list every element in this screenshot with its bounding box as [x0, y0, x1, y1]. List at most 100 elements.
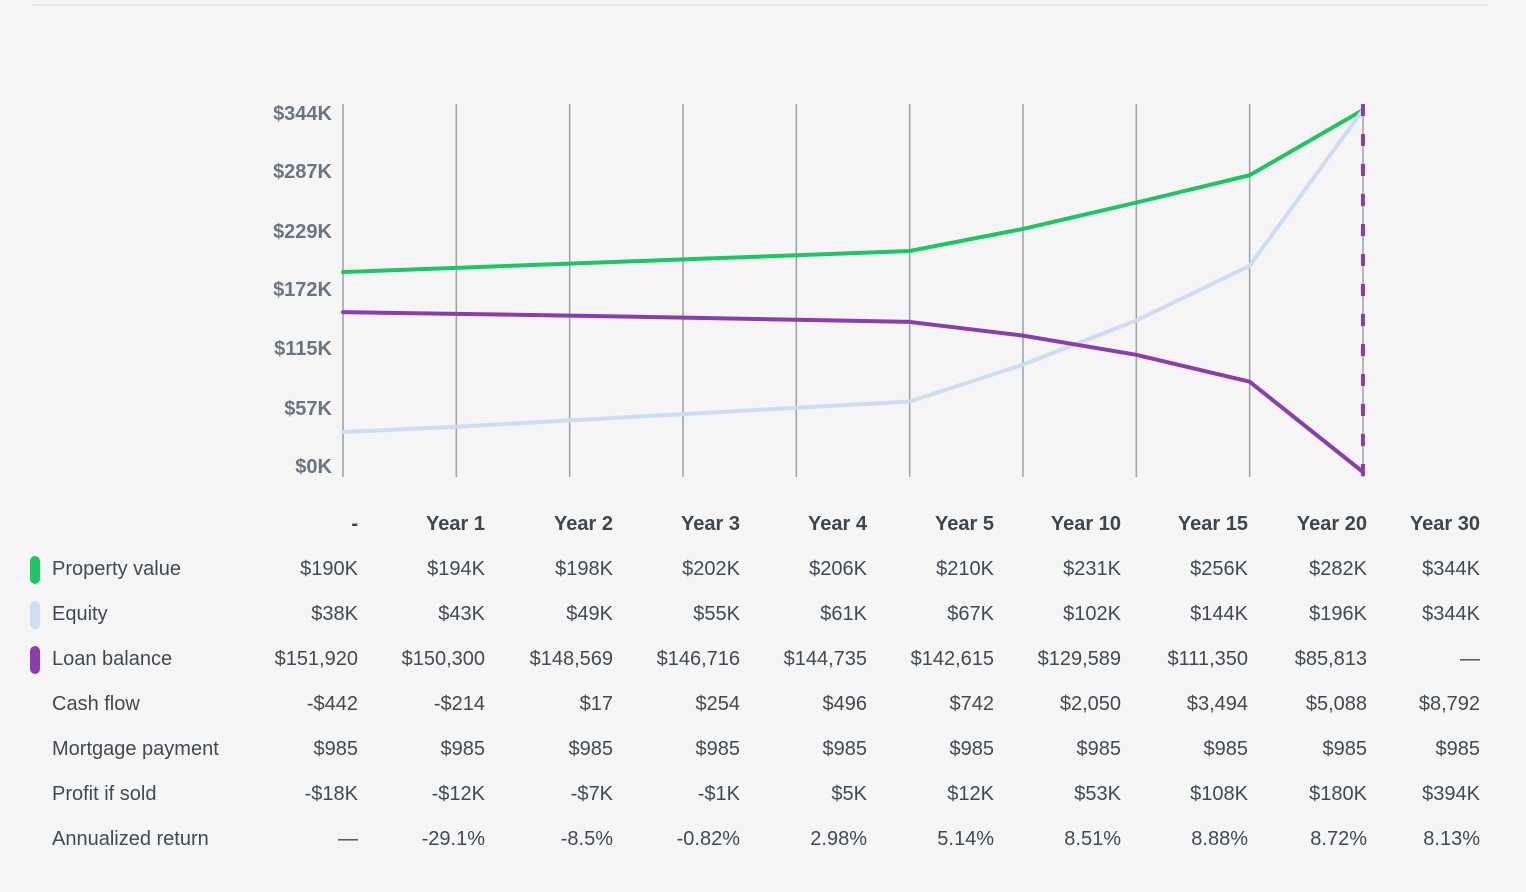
cell-profit-if-sold-year-30: $394K [1422, 783, 1480, 805]
cell-mortgage-payment-year-4: $985 [822, 738, 868, 760]
cell-property-value-year-3: $202K [682, 558, 740, 580]
top-divider [33, 4, 1488, 6]
cell-equity-year-30: $344K [1422, 603, 1480, 625]
cell-mortgage-payment-year-30: $985 [1435, 738, 1481, 760]
cell-loan-balance-year-3: $146,716 [656, 648, 740, 670]
row-label-text: Profit if sold [52, 783, 157, 805]
cell-property-value-year-15: $256K [1190, 558, 1248, 580]
column-header-start: - [351, 513, 358, 535]
legend-swatch-property-value [30, 555, 40, 584]
series-line-loan-balance [341, 310, 1365, 474]
cell-property-value-year-5: $210K [936, 558, 994, 580]
chart-canvas [341, 104, 1365, 477]
header-legend-spacer [28, 502, 230, 547]
legend-swatch-loan-balance [30, 645, 40, 674]
row-label-mortgage-payment: Mortgage payment [28, 727, 230, 772]
cell-cash-flow-year-1: -$214 [433, 693, 485, 715]
series-line-property-value [341, 108, 1365, 275]
cell-annualized-return-year-5: 5.14% [937, 828, 994, 850]
y-axis-tick-229k: $229K [273, 221, 332, 243]
column-header-year-20: Year 20 [1296, 513, 1367, 535]
cell-cash-flow--: -$442 [306, 693, 358, 715]
cell-equity-year-5: $67K [947, 603, 994, 625]
cell-mortgage-payment-year-2: $985 [568, 738, 614, 760]
cell-mortgage-payment--: $985 [313, 738, 359, 760]
row-label-text: Mortgage payment [52, 738, 219, 760]
y-axis-tick-344k: $344K [273, 102, 332, 125]
cell-equity-year-3: $55K [693, 603, 740, 625]
row-label-property-value: Property value [28, 547, 230, 592]
cell-profit-if-sold-year-3: -$1K [697, 783, 740, 805]
cell-annualized-return-year-15: 8.88% [1191, 828, 1248, 850]
equity-projection-chart: $344K $287K $229K $172K $115K $57K $0K [273, 102, 1365, 478]
cell-cash-flow-year-15: $3,494 [1186, 693, 1248, 715]
cell-equity-year-10: $102K [1063, 603, 1121, 625]
cell-profit-if-sold--: -$18K [304, 783, 358, 805]
cell-annualized-return-year-10: 8.51% [1064, 828, 1121, 850]
cell-mortgage-payment-year-1: $985 [440, 738, 486, 760]
cell-property-value-year-10: $231K [1063, 558, 1121, 580]
cell-cash-flow-year-30: $8,792 [1418, 693, 1480, 715]
cell-equity-year-1: $43K [438, 603, 485, 625]
cell-annualized-return--: — [338, 828, 358, 850]
cell-loan-balance-year-10: $129,589 [1037, 648, 1121, 670]
cell-cash-flow-year-5: $742 [949, 693, 995, 715]
column-header-year-4: Year 4 [808, 513, 867, 535]
cell-annualized-return-year-1: -29.1% [421, 828, 485, 850]
column-header-year-3: Year 3 [681, 513, 740, 535]
cell-equity-year-4: $61K [820, 603, 867, 625]
projection-table: - Year 1 Year 2 Year 3 Year 4 Year 5 Year 10 Ye… [28, 502, 1480, 862]
y-axis-tick-57k: $57K [284, 397, 332, 420]
cell-property-value--: $190K [300, 558, 358, 580]
cell-annualized-return-year-2: -8.5% [560, 828, 613, 850]
cell-mortgage-payment-year-10: $985 [1076, 738, 1122, 760]
legend-swatch-equity [30, 600, 40, 629]
cell-annualized-return-year-3: -0.82% [676, 828, 740, 850]
cell-annualized-return-year-20: 8.72% [1310, 828, 1367, 850]
row-label-loan-balance: Loan balance [28, 637, 230, 682]
y-axis-tick-115k: $115K [274, 337, 332, 360]
cell-profit-if-sold-year-1: -$12K [431, 783, 485, 805]
cell-loan-balance-year-1: $150,300 [401, 648, 485, 670]
cell-mortgage-payment-year-15: $985 [1203, 738, 1249, 760]
cell-profit-if-sold-year-4: $5K [831, 783, 867, 805]
y-axis-tick-172k: $172K [273, 279, 332, 302]
row-label-text: Property value [52, 558, 181, 580]
y-axis-tick-287k: $287K [273, 161, 332, 184]
row-label-annualized-return: Annualized return [28, 817, 230, 862]
cell-property-value-year-2: $198K [555, 558, 613, 580]
column-header-year-10: Year 10 [1050, 513, 1121, 535]
column-header-year-1: Year 1 [426, 513, 485, 535]
cell-annualized-return-year-4: 2.98% [810, 828, 867, 850]
row-label-text: Equity [52, 603, 108, 625]
cell-cash-flow-year-3: $254 [695, 693, 741, 715]
cell-loan-balance-year-30: — [1460, 648, 1480, 670]
cell-profit-if-sold-year-15: $108K [1190, 783, 1248, 805]
cell-profit-if-sold-year-20: $180K [1309, 783, 1367, 805]
cell-annualized-return-year-30: 8.13% [1423, 828, 1480, 850]
column-header-year-15: Year 15 [1177, 513, 1248, 535]
cell-property-value-year-20: $282K [1309, 558, 1367, 580]
cell-property-value-year-30: $344K [1422, 558, 1480, 580]
cell-loan-balance-year-5: $142,615 [910, 648, 994, 670]
cell-profit-if-sold-year-5: $12K [947, 783, 994, 805]
cell-property-value-year-4: $206K [809, 558, 867, 580]
cell-loan-balance--: $151,920 [274, 648, 358, 670]
cell-loan-balance-year-2: $148,569 [529, 648, 613, 670]
row-label-text: Cash flow [52, 693, 140, 715]
cell-cash-flow-year-4: $496 [822, 693, 868, 715]
row-label-text: Loan balance [52, 648, 173, 670]
column-header-year-2: Year 2 [554, 513, 613, 535]
series-line-equity [341, 108, 1365, 435]
row-label-profit-if-sold: Profit if sold [28, 772, 230, 817]
cell-mortgage-payment-year-5: $985 [949, 738, 995, 760]
cell-cash-flow-year-20: $5,088 [1305, 693, 1367, 715]
cell-mortgage-payment-year-20: $985 [1322, 738, 1368, 760]
cell-equity-year-2: $49K [566, 603, 613, 625]
column-header-year-5: Year 5 [935, 513, 994, 535]
cell-property-value-year-1: $194K [427, 558, 485, 580]
cell-mortgage-payment-year-3: $985 [695, 738, 741, 760]
cell-equity-year-15: $144K [1190, 603, 1248, 625]
y-axis-tick-0k: $0K [295, 456, 332, 478]
row-label-equity: Equity [28, 592, 230, 637]
